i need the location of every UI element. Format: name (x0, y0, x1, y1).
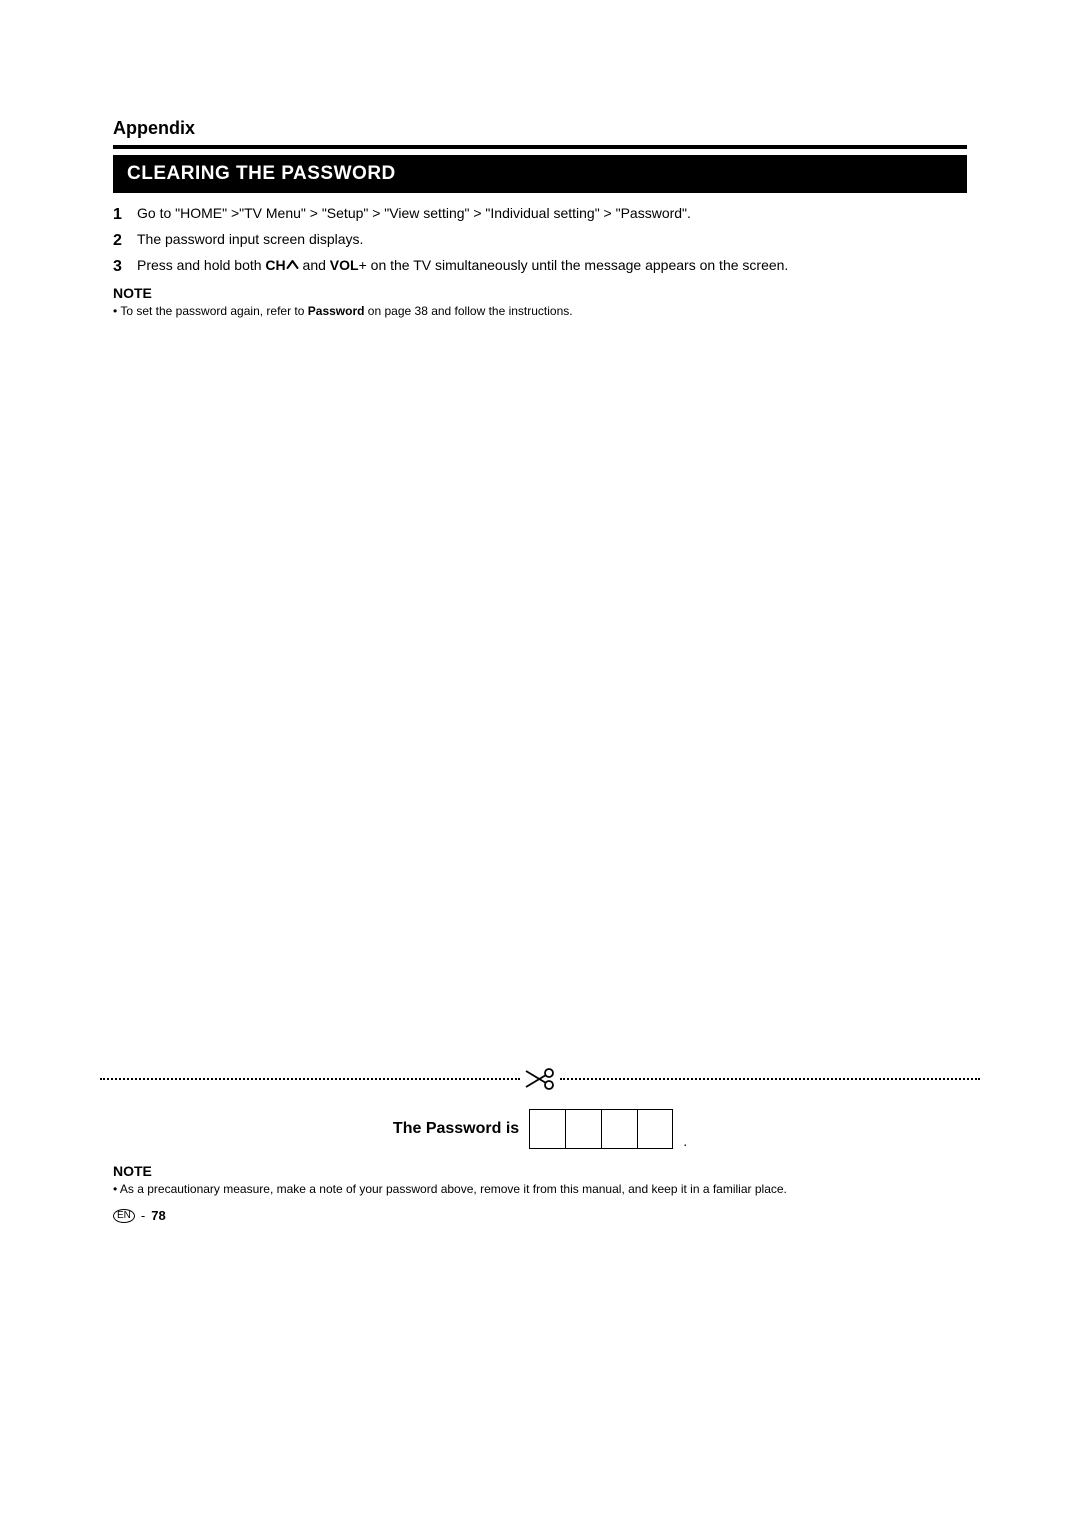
note-heading: NOTE (113, 285, 967, 301)
note-bullet: • To set the password again, refer to Pa… (113, 303, 967, 320)
step-row: 3 Press and hold both CH and VOL+ on the… (113, 255, 967, 279)
step-text: The password input screen displays. (137, 229, 967, 250)
note-suffix: on page 38 and follow the instructions. (364, 304, 572, 318)
page-footer: EN - 78 (113, 1208, 166, 1223)
vol-plus: + (359, 257, 367, 273)
password-label: The Password is (393, 1120, 519, 1138)
dotted-line-right (560, 1078, 980, 1080)
language-badge: EN (113, 1209, 135, 1223)
footer-sep: - (141, 1208, 145, 1223)
page-number: 78 (151, 1208, 165, 1223)
password-digit-box[interactable] (637, 1109, 673, 1149)
password-digit-box[interactable] (565, 1109, 601, 1149)
password-row: The Password is . (100, 1109, 980, 1149)
note-prefix: • To set the password again, refer to (113, 304, 308, 318)
step-text: Press and hold both CH and VOL+ on the T… (137, 255, 967, 276)
page-content: Appendix CLEARING THE PASSWORD 1 Go to "… (113, 118, 967, 320)
step3-prefix: Press and hold both (137, 257, 265, 273)
note-heading: NOTE (113, 1163, 980, 1179)
step3-mid: and (299, 257, 330, 273)
steps-list: 1 Go to "HOME" >"TV Menu" > "Setup" > "V… (113, 203, 967, 279)
step-number: 2 (113, 229, 137, 253)
password-period: . (683, 1133, 687, 1149)
note-bullet: • As a precautionary measure, make a not… (113, 1181, 980, 1198)
password-digit-box[interactable] (601, 1109, 637, 1149)
step-row: 2 The password input screen displays. (113, 229, 967, 253)
note-bold-ref: Password (308, 304, 365, 318)
vol-label: VOL (330, 257, 359, 273)
step3-suffix: on the TV simultaneously until the messa… (367, 257, 789, 273)
step-number: 3 (113, 255, 137, 279)
step-row: 1 Go to "HOME" >"TV Menu" > "Setup" > "V… (113, 203, 967, 227)
appendix-heading: Appendix (113, 118, 967, 149)
password-boxes (529, 1109, 673, 1149)
note-bottom-block: NOTE • As a precautionary measure, make … (113, 1163, 980, 1198)
password-digit-box[interactable] (529, 1109, 565, 1149)
step-number: 1 (113, 203, 137, 227)
ch-label: CH (265, 257, 285, 273)
dotted-line-left (100, 1078, 520, 1080)
cut-line (100, 1067, 980, 1091)
scissors-icon (524, 1067, 556, 1091)
section-title-bar: CLEARING THE PASSWORD (113, 155, 967, 193)
cut-out-section: The Password is . NOTE • As a precaution… (100, 1067, 980, 1198)
chevron-up-icon (286, 255, 299, 276)
step-text: Go to "HOME" >"TV Menu" > "Setup" > "Vie… (137, 203, 967, 224)
